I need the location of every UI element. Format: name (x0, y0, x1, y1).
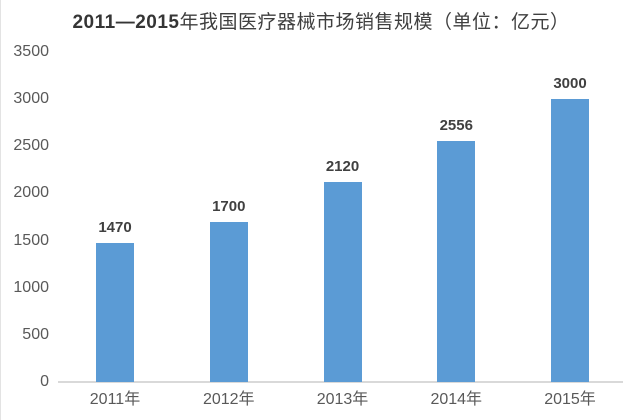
x-tick-label: 2012年 (202, 391, 255, 408)
bar-2014年 (437, 141, 476, 382)
bar-2015年 (551, 99, 589, 382)
y-tick-label: 2500 (13, 137, 49, 155)
y-tick-label: 3500 (13, 43, 49, 60)
y-tick-label: 0 (40, 373, 49, 390)
bar-2013年 (323, 182, 362, 382)
x-axis-line (58, 381, 623, 383)
chart-title-text: 年我国医疗器械市场销售规模（单位：亿元） (179, 12, 570, 33)
bar-value-label: 2556 (439, 117, 473, 134)
x-tick-label: 2011年 (89, 391, 141, 408)
bar-value-label: 2120 (325, 158, 360, 176)
bar-2012年 (209, 221, 248, 382)
y-tick-label: 3000 (13, 90, 49, 108)
x-tick-label: 2013年 (316, 391, 369, 408)
y-tick-label: 2000 (13, 184, 49, 202)
y-tick-label: 500 (22, 325, 49, 343)
bar-value-label: 1470 (98, 219, 132, 237)
y-tick-label: 1500 (13, 231, 49, 249)
bar-2011年 (96, 243, 134, 382)
x-tick-label: 2015年 (544, 391, 596, 408)
chart-title-years: 2011—2015 (72, 12, 180, 33)
bar-value-label: 1700 (212, 197, 246, 215)
bar-value-label: 3000 (553, 75, 587, 93)
x-tick-label: 2014年 (430, 391, 483, 408)
y-tick-label: 1000 (13, 278, 49, 296)
chart-title: 2011—2015年我国医疗器械市场销售规模（单位：亿元） (1, 7, 640, 34)
